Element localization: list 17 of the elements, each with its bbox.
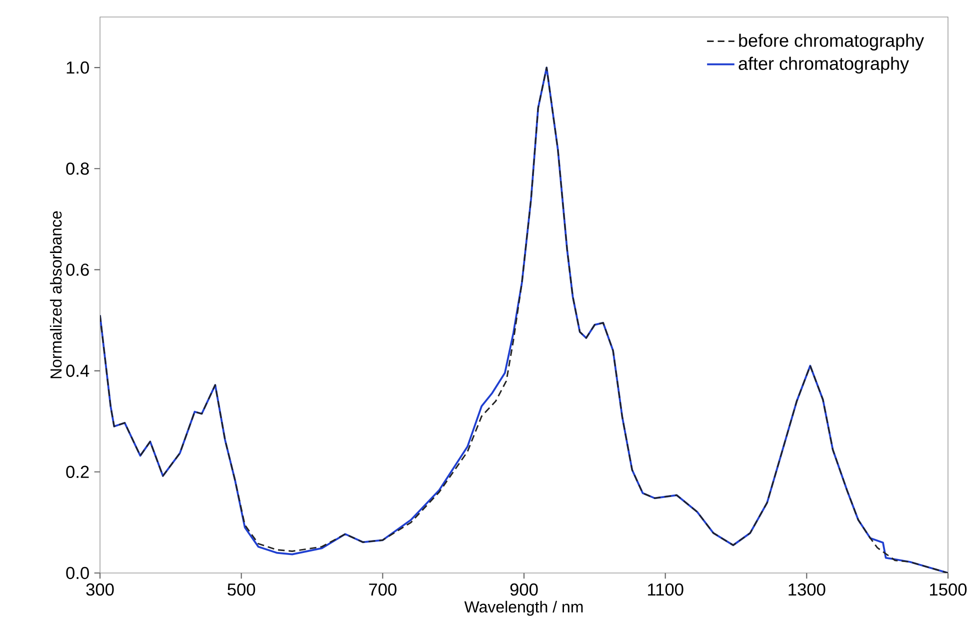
y-tick-label: 0.6 (66, 264, 89, 276)
y-axis-title: Normalized absorbance (50, 211, 62, 378)
legend-label: after chromatography (738, 56, 910, 74)
y-tick-label: 0.8 (66, 162, 89, 175)
y-tick-label: 0.0 (66, 566, 89, 580)
legend-label: before chromatography (739, 34, 924, 50)
x-tick-label: 1300 (788, 583, 826, 596)
x-axis-title: Wavelength / nm (464, 600, 583, 616)
x-tick-label: 700 (369, 583, 396, 596)
x-tick-label: 300 (86, 583, 114, 596)
x-tick-label: 1100 (648, 583, 684, 596)
y-tick-label: 1.0 (66, 61, 89, 74)
y-tick-label: 0.2 (66, 466, 89, 478)
x-tick-label: 500 (228, 583, 256, 596)
y-tick-label: 0.4 (66, 364, 90, 377)
x-tick-label: 900 (510, 583, 538, 596)
x-tick-label: 1500 (930, 583, 967, 596)
